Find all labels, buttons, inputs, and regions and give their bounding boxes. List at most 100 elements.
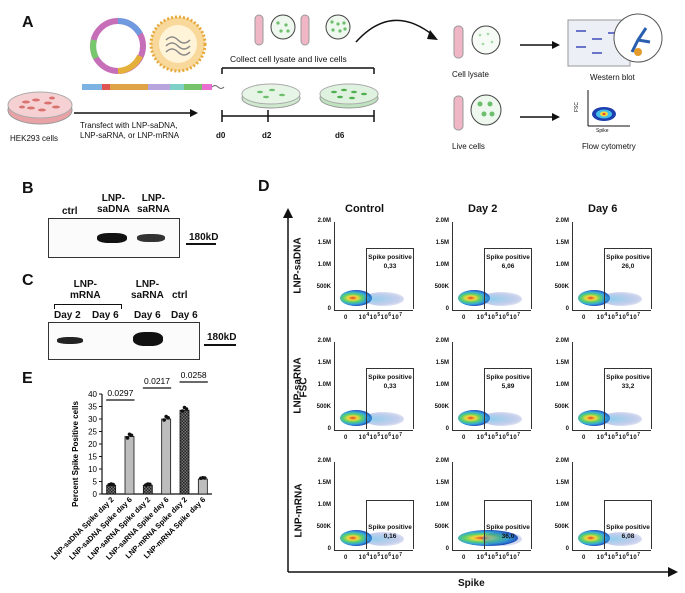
flow-ytick: 2.0M [435,338,449,344]
flow-x-axis-label: Spike [458,578,485,589]
gate-label: Spike positive [368,374,412,381]
data-point [166,415,170,420]
timepoint-d0: d0 [216,131,226,140]
blot-c-kd: 180kD [207,332,237,343]
flow-ytick: 1.5M [317,240,331,246]
flow-cloud [340,290,372,306]
panel-a-letter: A [22,14,34,31]
construct-map-icon [82,84,225,90]
panel-c-letter: C [22,272,34,289]
flow-ytick: 0 [445,426,449,432]
flow-mini-fsc: FSC [574,102,580,112]
flow-ytick: 1.0M [435,262,449,268]
y-tick-label: 30 [88,415,97,424]
spike-positive-gate: Spike positive 5,89 [484,368,532,429]
flow-xticks: 0 104105106107 [582,432,641,441]
gate-value: 0,16 [383,533,397,540]
gate-value: 6,06 [501,263,515,270]
gate-label: Spike positive [486,524,530,531]
flow-xticks: 0 104105106107 [344,552,403,561]
flow-ytick: 1.5M [435,360,449,366]
bar-2 [142,484,153,495]
flow-xticks: 0 104105106107 [462,552,521,561]
flow-ytick: 1.5M [555,360,569,366]
bar-0 [106,484,117,495]
flow-ytick: 1.0M [555,382,569,388]
flow-ytick: 2.0M [317,458,331,464]
blot-b-kd-line [186,243,216,245]
flow-ytick: 1.0M [317,502,331,508]
gate-value: 0,33 [383,263,397,270]
spike-positive-gate: Spike positive 0,16 [366,500,414,549]
panel-b-letter: B [22,180,34,197]
flow-ytick: 0 [327,306,331,312]
flow-ytick: 1.5M [317,480,331,486]
flow-scatter [602,292,642,306]
y-tick-label: 5 [93,478,98,487]
blot-c-lane-3: Day 6 [134,310,161,321]
timeline [221,67,375,122]
flow-ytick: 500K [316,404,331,410]
flow-ytick: 2.0M [555,458,569,464]
y-tick-label: 0 [93,490,98,499]
spike-positive-gate: Spike positive 26,0 [604,248,652,309]
y-tick-label: 40 [88,390,97,399]
flow-cloud [458,290,490,306]
flow-mini-spike: Spike [596,128,609,134]
y-axis-label: Percent Spike Positive cells [71,401,80,507]
blot-c-kd-line [204,344,236,346]
bar-4 [179,409,190,495]
data-point [162,418,166,422]
y-tick-label: 20 [88,440,97,449]
western-blot-label: Western blot [590,73,635,82]
flow-ytick: 0 [565,546,569,552]
flow-scatter [482,412,522,426]
flow-ytick: 1.5M [435,240,449,246]
gate-label: Spike positive [486,254,530,261]
flow-ytick: 500K [434,404,449,410]
flow-scatter [364,532,404,546]
bar-5 [197,478,208,495]
flow-scatter [602,412,642,426]
flow-ytick: 0 [445,546,449,552]
flow-col-day6: Day 6 [588,203,618,215]
flow-col-day2: Day 2 [468,203,498,215]
petri-dish-icon [7,91,73,125]
panel-d-letter: D [258,178,270,195]
flow-scatter [602,532,642,546]
gate-value: 36,0 [501,533,515,540]
flow-ytick: 0 [445,306,449,312]
flow-ytick: 1.0M [317,382,331,388]
pvalue-label-0: 0.0297 [107,388,133,398]
y-tick-label: 35 [88,403,97,412]
flow-ytick: 1.5M [435,480,449,486]
transfect-text: Transfect with LNP-saDNA, LNP-saRNA, or … [80,121,180,140]
spike-positive-gate: Spike positive 33,2 [604,368,652,429]
flow-xticks: 0 104105106107 [582,552,641,561]
blot-c-lane-2: Day 6 [92,310,119,321]
flow-ytick: 0 [565,306,569,312]
blot-b-kd: 180kD [189,232,219,243]
gate-label: Spike positive [606,254,650,261]
blot-b-lane-sadna: LNP- saDNA [97,193,130,215]
spike-positive-gate: Spike positive 0,33 [366,248,414,309]
blot-b-lane-sarna: LNP- saRNA [137,193,170,215]
gate-value: 26,0 [621,263,635,270]
gate-label: Spike positive [368,254,412,261]
gate-value: 6,08 [621,533,635,540]
flow-ytick: 1.0M [435,382,449,388]
flow-scatter [364,412,404,426]
gate-value: 5,89 [501,383,515,390]
flow-xticks: 0 104105106107 [344,312,403,321]
flow-ytick: 500K [434,524,449,530]
spike-positive-gate: Spike positive 36,0 [484,500,532,549]
arrow-to-western [520,41,560,49]
timepoint-d2: d2 [262,131,272,140]
flow-ytick: 2.0M [435,218,449,224]
arrow-to-flow [520,113,560,121]
green-dish-d6 [319,83,379,109]
flow-cloud [340,530,372,546]
gate-value: 33,2 [621,383,635,390]
flow-cloud [578,410,610,426]
flow-xticks: 0 104105106107 [462,312,521,321]
